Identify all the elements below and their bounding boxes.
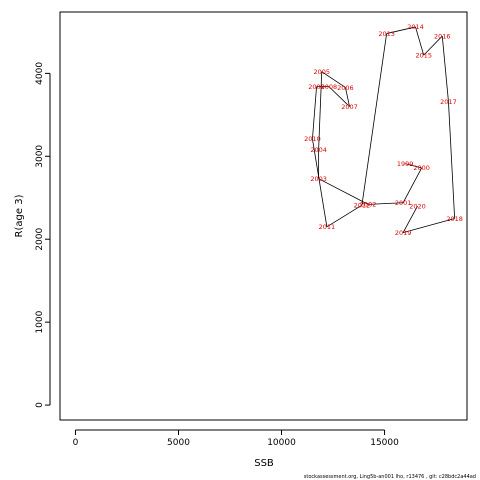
point-label-2020: 2020 [409, 202, 426, 210]
segment-2009-2010 [312, 86, 317, 139]
point-label-2005: 2005 [313, 68, 330, 76]
y-tick-label: 4000 [35, 62, 45, 85]
y-tick-label: 0 [35, 402, 45, 408]
segment-2014-2015 [415, 26, 425, 56]
y-tick-label: 1000 [35, 310, 45, 333]
point-label-2006: 2006 [337, 84, 354, 92]
point-label-2012: 2012 [354, 202, 371, 210]
point-label-2008: 2008 [321, 83, 338, 91]
segment-2005-2006 [321, 71, 346, 88]
segment-2015-2016 [423, 35, 443, 56]
point-label-2009: 2009 [308, 83, 325, 91]
point-label-2014: 2014 [407, 23, 424, 31]
point-label-2007: 2007 [341, 103, 358, 111]
segment-2006-2007 [345, 87, 350, 107]
point-label-2013: 2013 [378, 30, 395, 38]
point-label-2016: 2016 [434, 32, 451, 40]
point-label-2001: 2001 [395, 199, 412, 207]
segment-2019-2020 [402, 205, 418, 233]
point-label-2000: 2000 [413, 164, 430, 172]
point-label-1999: 1999 [397, 160, 414, 168]
footer-note: stockassessment.org, Ling5b-an001 lho, r… [304, 474, 476, 480]
segment-2001-2002 [368, 202, 404, 205]
segment-2013-2014 [386, 26, 416, 34]
point-label-2018: 2018 [446, 215, 463, 223]
segment-2018-2019 [403, 218, 455, 233]
segment-2010-2011 [312, 138, 328, 227]
segment-2002-2003 [318, 178, 369, 205]
point-label-2019: 2019 [395, 229, 412, 237]
point-label-2004: 2004 [310, 146, 327, 154]
y-tick-label: 2000 [35, 227, 45, 250]
plot-frame [59, 11, 468, 421]
point-label-2002: 2002 [360, 201, 377, 209]
point-label-2017: 2017 [440, 98, 457, 106]
y-axis-title: R(age 3) [14, 194, 25, 237]
point-label-2003: 2003 [310, 175, 327, 183]
segment-2000-2001 [402, 167, 423, 203]
x-tick-label: 10000 [267, 438, 296, 448]
y-tick-label: 3000 [35, 145, 45, 168]
point-label-2010: 2010 [304, 135, 321, 143]
point-label-2011: 2011 [319, 223, 336, 231]
segment-2011-2012 [326, 204, 363, 228]
segment-1999-2000 [405, 163, 422, 169]
x-tick-label: 0 [73, 438, 79, 448]
segment-2016-2017 [441, 36, 449, 102]
x-tick-label: 5000 [167, 438, 190, 448]
axes: 0 5000 10000 15000 0 1000 2000 3000 4000 [35, 62, 399, 448]
trajectory-lines [312, 26, 456, 233]
x-tick-label: 15000 [370, 438, 399, 448]
point-label-2015: 2015 [415, 51, 432, 59]
segment-2017-2018 [448, 101, 456, 219]
segment-2007-2008 [328, 86, 350, 107]
segment-2012-2013 [361, 33, 388, 206]
segment-2004-2005 [318, 71, 323, 150]
x-axis-title: SSB [254, 458, 274, 469]
